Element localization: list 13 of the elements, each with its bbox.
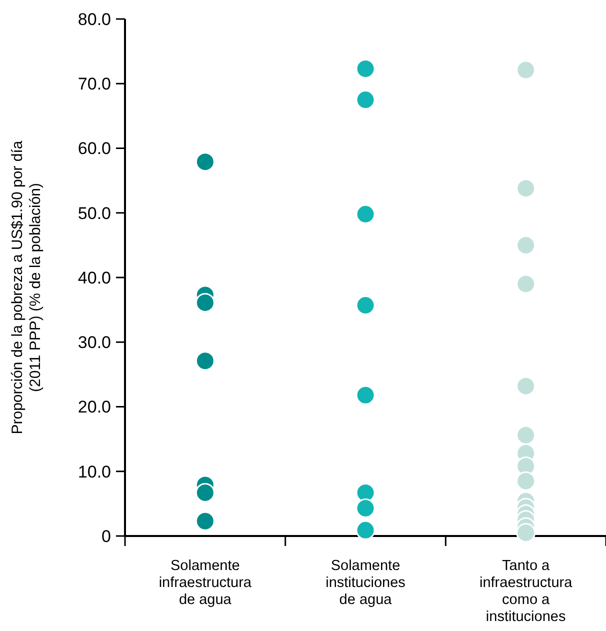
y-tick-label: 80.0 (78, 10, 111, 29)
y-tick-label: 70.0 (78, 74, 111, 94)
x-tick-label: Solamente instituciones de agua (326, 558, 406, 608)
y-tick-label: 40.0 (78, 268, 111, 288)
y-tick-label: 20.0 (78, 398, 111, 417)
y-tick-label: 30.0 (78, 333, 111, 352)
y-axis-title: Proporción de la pobreza a US$1.90 por día (2011 PPP) (% de la población) (9, 140, 44, 434)
x-tick-label: Solamente infraestructura de agua (158, 558, 252, 608)
y-tick-label: 60.0 (78, 139, 111, 158)
y-tick-label: 50.0 (78, 204, 111, 223)
x-tick-label: Tanto a infraestructura como a instituciones (479, 558, 574, 625)
y-tick-label: 10.0 (78, 462, 111, 482)
y-tick-label: 0 (102, 526, 111, 546)
